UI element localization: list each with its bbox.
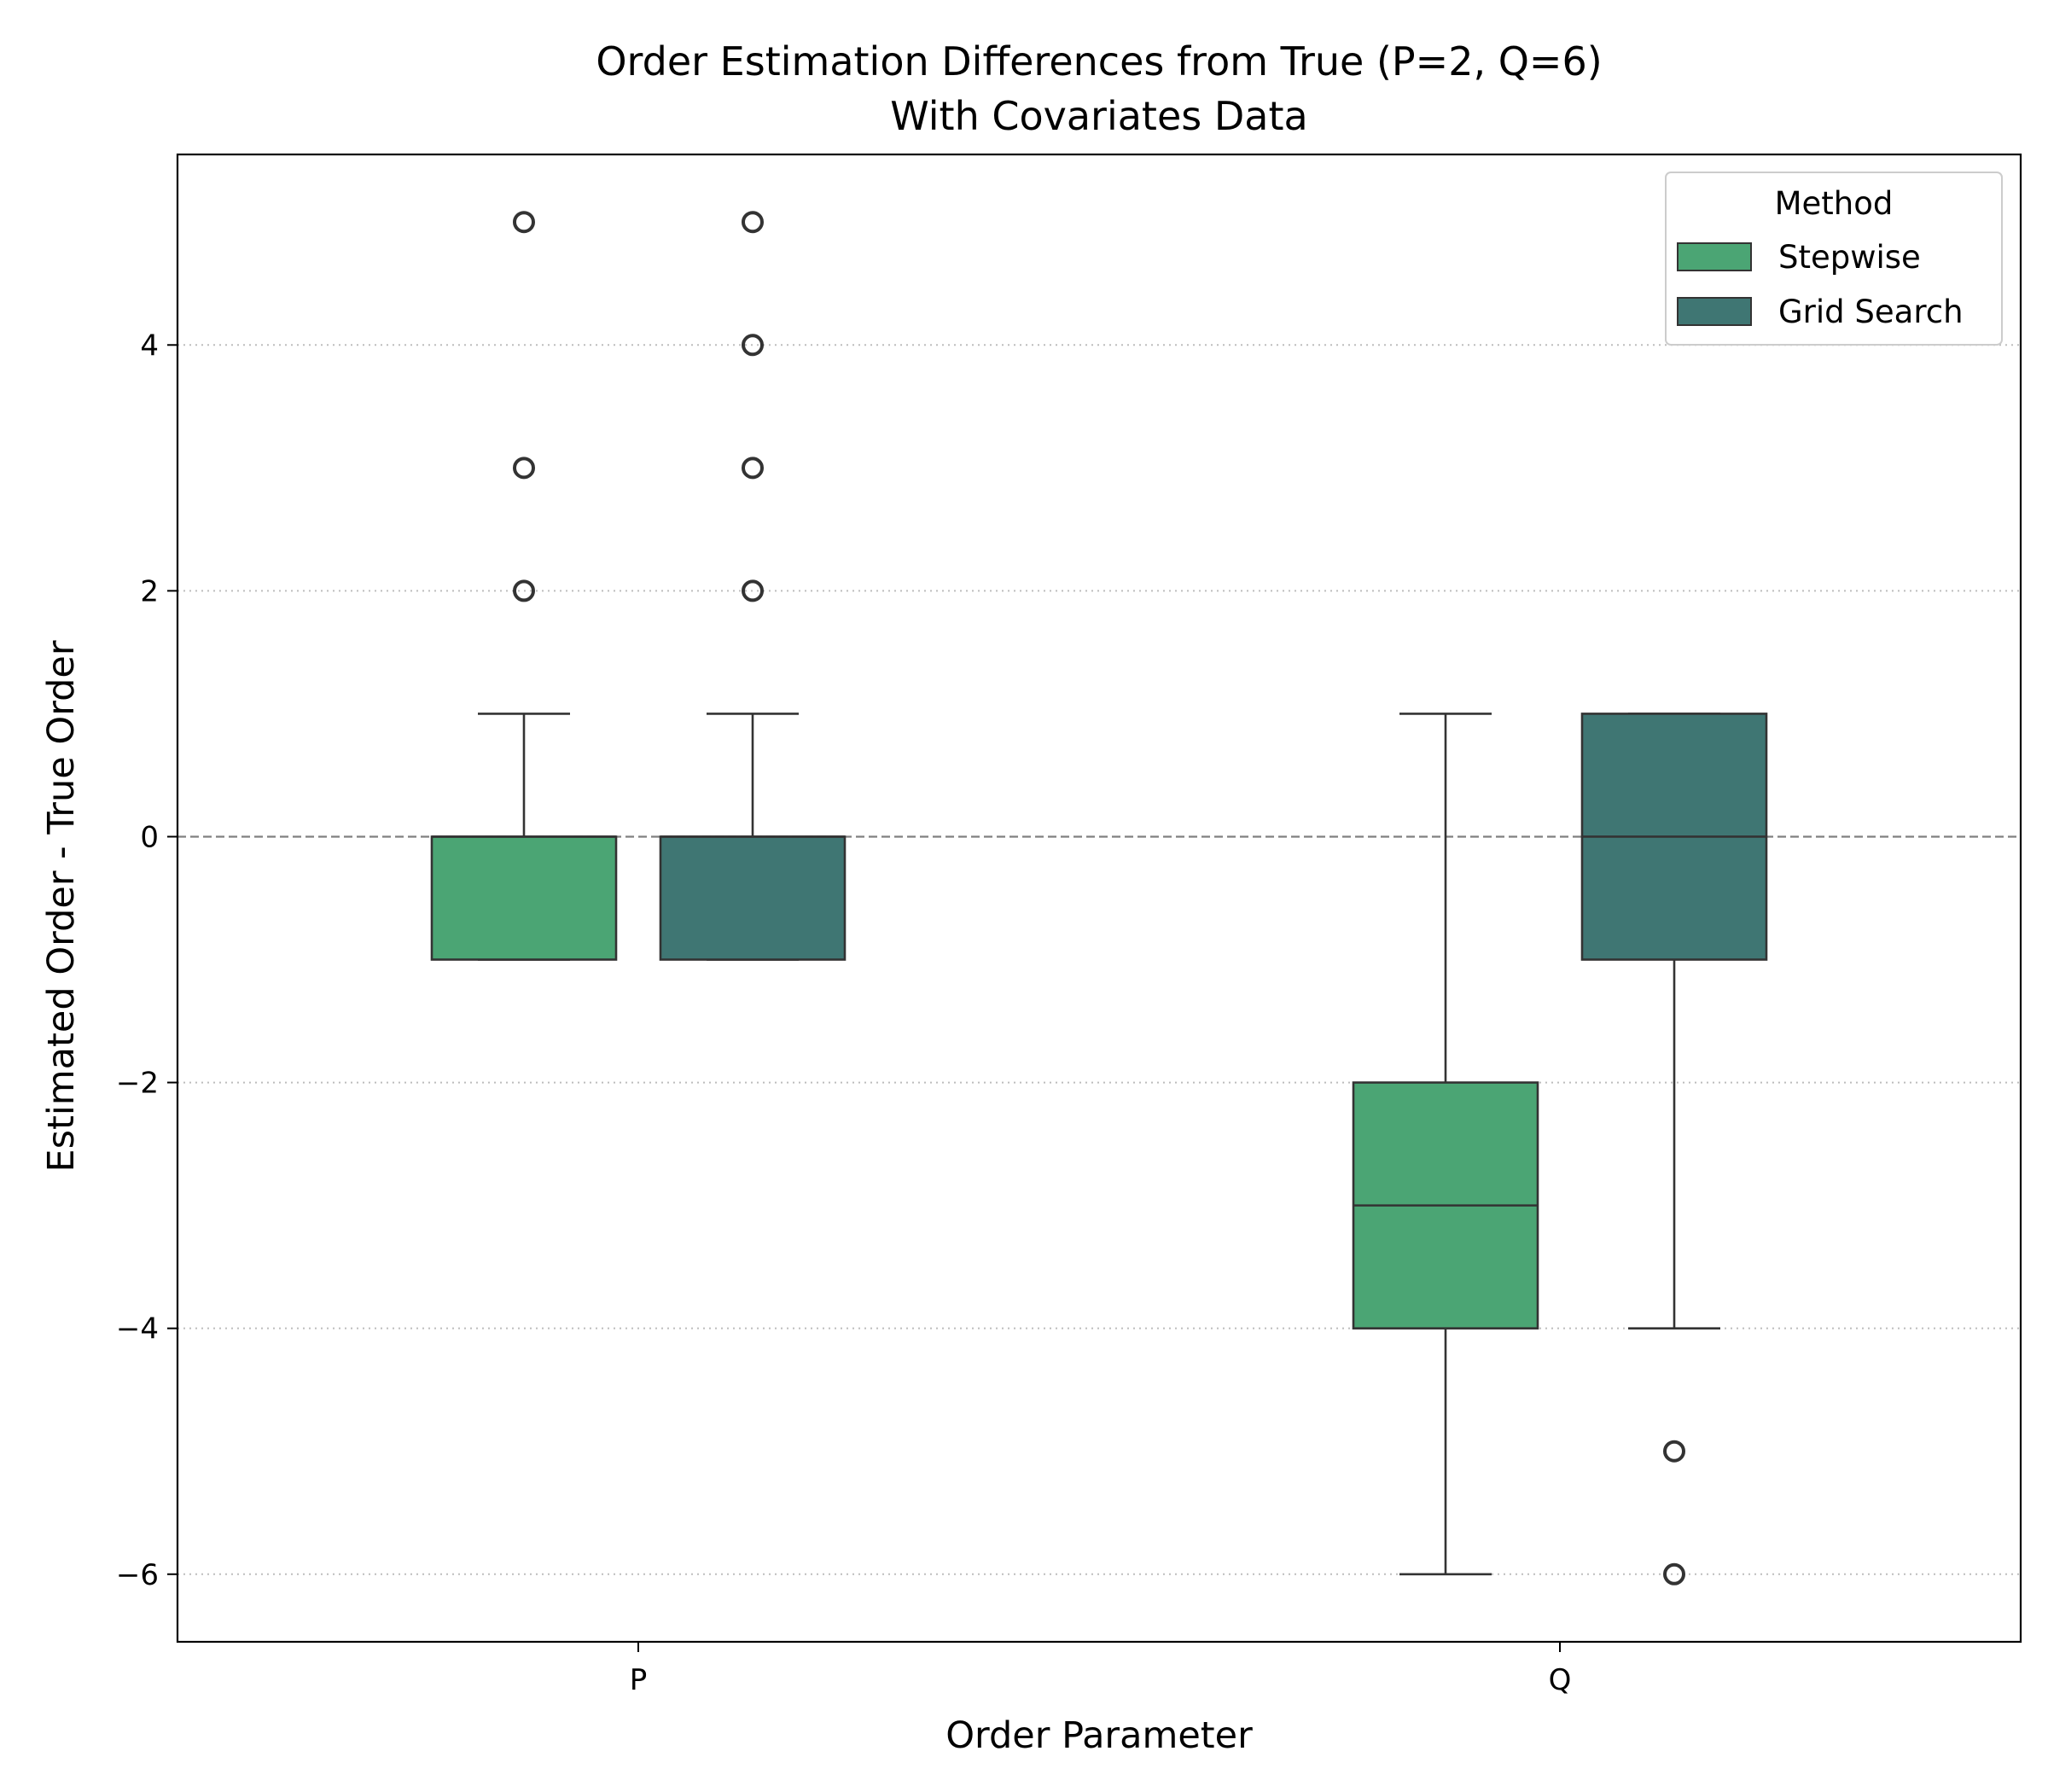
x-tick-label: P	[630, 1663, 648, 1697]
outlier-point	[513, 457, 535, 480]
y-axis-label: Estimated Order - True Order	[40, 640, 83, 1172]
outlier-point	[1663, 1440, 1685, 1463]
y-tick-label: −4	[116, 1312, 159, 1347]
box-stepwise-q	[1352, 713, 1539, 1576]
y-axis-ticks: −6 −4 −2 0 2 4	[116, 329, 177, 1592]
y-tick-label: −6	[116, 1558, 159, 1592]
box-series	[430, 211, 1768, 1585]
y-tick-label: 0	[140, 820, 159, 854]
y-tick-label: −2	[116, 1067, 159, 1101]
outlier-point	[742, 334, 764, 357]
outlier-point	[513, 579, 535, 602]
legend-swatch-stepwise	[1677, 242, 1752, 271]
legend-swatch-grid-search	[1677, 297, 1752, 326]
box-stepwise-p	[430, 211, 618, 961]
legend: Method Stepwise Grid Search	[1665, 172, 2003, 346]
legend-label-grid-search: Grid Search	[1778, 294, 1964, 330]
box-iqr	[430, 835, 618, 961]
x-tick-label: Q	[1549, 1663, 1572, 1697]
box-grid-search-q	[1580, 713, 1768, 1585]
box-iqr	[659, 835, 847, 961]
outlier-point	[742, 457, 764, 480]
legend-label-stepwise: Stepwise	[1778, 239, 1921, 276]
outlier-point	[1663, 1562, 1685, 1585]
outlier-point	[742, 579, 764, 602]
y-tick-label: 2	[140, 574, 159, 608]
plot-area-frame	[176, 153, 2022, 1644]
outlier-point	[513, 211, 535, 234]
x-axis-label: Order Parameter	[945, 1714, 1253, 1757]
chart-title: Order Estimation Differences from True (…	[596, 38, 1602, 84]
legend-title: Method	[1775, 185, 1894, 222]
chart-subtitle: With Covariates Data	[890, 93, 1307, 139]
box-grid-search-p	[659, 211, 847, 961]
outlier-point	[742, 211, 764, 234]
y-tick-label: 4	[140, 329, 159, 363]
